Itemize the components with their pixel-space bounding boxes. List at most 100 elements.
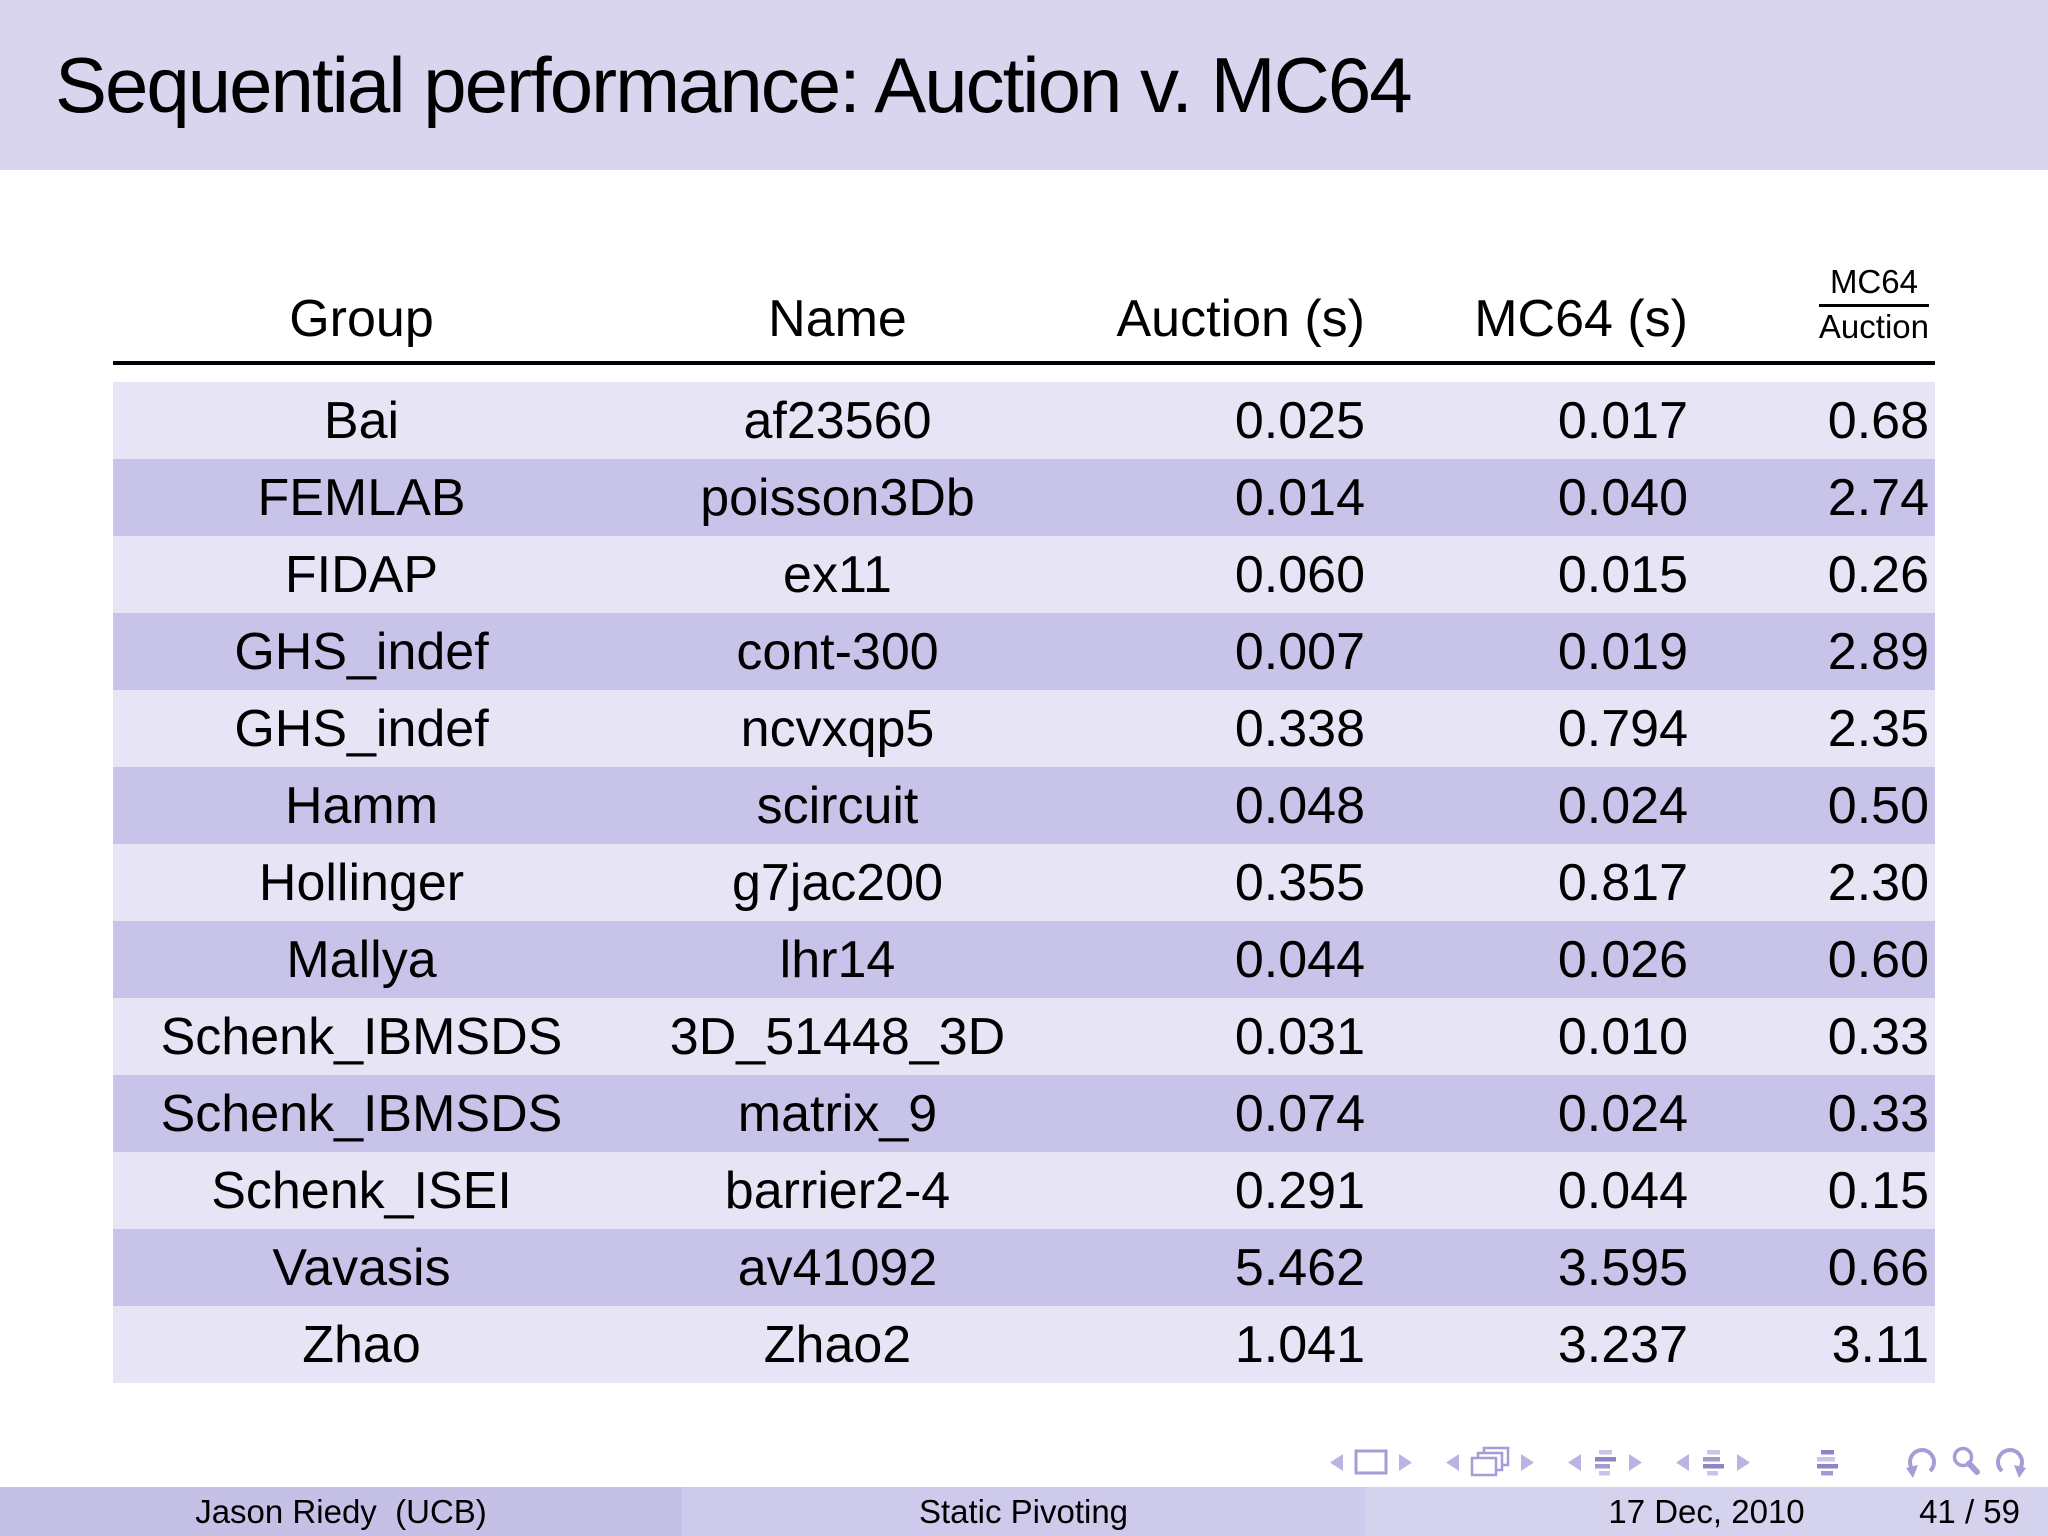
cell-mc64: 0.010 bbox=[1557, 1007, 1688, 1066]
cell-name: scircuit bbox=[756, 776, 919, 835]
cell-group: GHS_indef bbox=[234, 699, 489, 758]
prev-subsection-icon[interactable] bbox=[1676, 1453, 1689, 1471]
cell-group: Mallya bbox=[286, 930, 437, 989]
cell-name: ex11 bbox=[783, 545, 892, 604]
table-row: Hamm scircuit 0.048 0.024 0.50 bbox=[113, 767, 1935, 844]
cell-mc64: 0.024 bbox=[1557, 1084, 1688, 1143]
cell-name: g7jac200 bbox=[731, 853, 944, 912]
cell-name: lhr14 bbox=[779, 930, 896, 989]
column-header-auction: Auction (s) bbox=[1116, 290, 1365, 349]
slide-icon[interactable] bbox=[1354, 1449, 1388, 1475]
cell-mc64: 3.237 bbox=[1557, 1315, 1688, 1374]
performance-table: Group Name Auction (s) MC64 (s) MC64 Auc… bbox=[113, 240, 1935, 1383]
cell-mc64: 0.026 bbox=[1557, 930, 1688, 989]
cell-group: Vavasis bbox=[272, 1238, 451, 1297]
author-text: Jason Riedy (UCB) bbox=[195, 1492, 487, 1530]
prev-slide-icon[interactable] bbox=[1330, 1453, 1343, 1471]
table-body: Bai af23560 0.025 0.017 0.68 FEMLAB poisson3Db… bbox=[113, 382, 1935, 1383]
cell-group: Schenk_IBMSDS bbox=[160, 1007, 563, 1066]
frametitle-bar: Sequential performance: Auction v. MC64 bbox=[0, 0, 2048, 170]
cell-group: Hamm bbox=[284, 776, 439, 835]
cell-auction: 0.031 bbox=[1234, 1007, 1365, 1066]
cell-name: av41092 bbox=[737, 1238, 938, 1297]
nav-slide-group bbox=[1330, 1449, 1412, 1475]
table-row: GHS_indef ncvxqp5 0.338 0.794 2.35 bbox=[113, 690, 1935, 767]
cell-group: Schenk_ISEI bbox=[211, 1161, 512, 1220]
table-row: Vavasis av41092 5.462 3.595 0.66 bbox=[113, 1229, 1935, 1306]
next-slide-icon[interactable] bbox=[1399, 1453, 1412, 1471]
next-section-icon[interactable] bbox=[1629, 1453, 1642, 1471]
cell-auction: 0.060 bbox=[1234, 545, 1365, 604]
nav-subsection-group bbox=[1676, 1449, 1750, 1476]
page-title: Sequential performance: Auction v. MC64 bbox=[55, 41, 1413, 129]
table-row: GHS_indef cont-300 0.007 0.019 2.89 bbox=[113, 613, 1935, 690]
table-row: Zhao Zhao2 1.041 3.237 3.11 bbox=[113, 1306, 1935, 1383]
cell-ratio: 0.33 bbox=[1827, 1084, 1929, 1143]
nav-section-group bbox=[1568, 1449, 1642, 1476]
forward-icon[interactable] bbox=[1992, 1444, 2028, 1480]
cell-group: GHS_indef bbox=[234, 622, 489, 681]
ratio-denominator: Auction bbox=[1818, 308, 1929, 346]
column-header-mc64: MC64 (s) bbox=[1474, 290, 1688, 349]
cell-auction: 0.044 bbox=[1234, 930, 1365, 989]
table-row: Schenk_IBMSDS 3D_51448_3D 0.031 0.010 0.33 bbox=[113, 998, 1935, 1075]
table-header-row: Group Name Auction (s) MC64 (s) MC64 Auc… bbox=[113, 240, 1935, 365]
find-icon[interactable] bbox=[1951, 1446, 1981, 1478]
footer-date-segment: 17 Dec, 2010 41 / 59 bbox=[1365, 1487, 2048, 1536]
cell-mc64: 0.015 bbox=[1557, 545, 1688, 604]
cell-name: af23560 bbox=[743, 391, 932, 450]
cell-auction: 0.291 bbox=[1234, 1161, 1365, 1220]
footer-author-segment: Jason Riedy (UCB) bbox=[0, 1487, 682, 1536]
cell-auction: 5.462 bbox=[1234, 1238, 1365, 1297]
cell-mc64: 0.040 bbox=[1557, 468, 1688, 527]
cell-group: Hollinger bbox=[258, 853, 465, 912]
table-row: Mallya lhr14 0.044 0.026 0.60 bbox=[113, 921, 1935, 998]
cell-ratio: 2.35 bbox=[1827, 699, 1929, 758]
cell-ratio: 0.50 bbox=[1827, 776, 1929, 835]
fraction-bar bbox=[1818, 304, 1929, 308]
cell-ratio: 0.15 bbox=[1827, 1161, 1929, 1220]
cell-ratio: 2.89 bbox=[1827, 622, 1929, 681]
section-list-icon[interactable] bbox=[1592, 1449, 1618, 1476]
cell-name: cont-300 bbox=[736, 622, 939, 681]
prev-frame-icon[interactable] bbox=[1446, 1453, 1459, 1471]
cell-auction: 1.041 bbox=[1234, 1315, 1365, 1374]
table-row: Bai af23560 0.025 0.017 0.68 bbox=[113, 382, 1935, 459]
cell-auction: 0.014 bbox=[1234, 468, 1365, 527]
next-subsection-icon[interactable] bbox=[1737, 1453, 1750, 1471]
cell-ratio: 0.26 bbox=[1827, 545, 1929, 604]
cell-ratio: 0.33 bbox=[1827, 1007, 1929, 1066]
cell-ratio: 2.30 bbox=[1827, 853, 1929, 912]
table-row: FEMLAB poisson3Db 0.014 0.040 2.74 bbox=[113, 459, 1935, 536]
subsection-list-icon[interactable] bbox=[1700, 1449, 1726, 1476]
cell-name: Zhao2 bbox=[763, 1315, 912, 1374]
cell-name: 3D_51448_3D bbox=[669, 1007, 1006, 1066]
date-text: 17 Dec, 2010 bbox=[1608, 1492, 1805, 1530]
prev-section-icon[interactable] bbox=[1568, 1453, 1581, 1471]
cell-auction: 0.338 bbox=[1234, 699, 1365, 758]
frames-icon[interactable] bbox=[1470, 1446, 1510, 1479]
table-row: Hollinger g7jac200 0.355 0.817 2.30 bbox=[113, 844, 1935, 921]
nav-frame-group bbox=[1446, 1446, 1534, 1479]
cell-ratio: 3.11 bbox=[1831, 1315, 1929, 1374]
cell-mc64: 0.794 bbox=[1557, 699, 1688, 758]
cell-group: Bai bbox=[323, 391, 400, 450]
nav-history-group bbox=[1904, 1444, 2028, 1480]
column-header-ratio: MC64 Auction bbox=[1688, 251, 1935, 361]
appendix-list-icon[interactable] bbox=[1814, 1449, 1840, 1476]
cell-ratio: 0.68 bbox=[1827, 391, 1929, 450]
cell-name: barrier2-4 bbox=[724, 1161, 951, 1220]
next-frame-icon[interactable] bbox=[1521, 1453, 1534, 1471]
beamer-nav-symbols bbox=[1330, 1442, 2028, 1482]
back-icon[interactable] bbox=[1904, 1444, 1940, 1480]
column-header-name: Name bbox=[768, 290, 907, 349]
doc-title-text: Static Pivoting bbox=[918, 1492, 1129, 1530]
nav-appendix-group bbox=[1814, 1449, 1840, 1476]
cell-ratio: 0.66 bbox=[1827, 1238, 1929, 1297]
cell-mc64: 0.817 bbox=[1557, 853, 1688, 912]
cell-auction: 0.025 bbox=[1234, 391, 1365, 450]
cell-auction: 0.007 bbox=[1234, 622, 1365, 681]
cell-name: poisson3Db bbox=[700, 468, 975, 527]
table-row: Schenk_ISEI barrier2-4 0.291 0.044 0.15 bbox=[113, 1152, 1935, 1229]
